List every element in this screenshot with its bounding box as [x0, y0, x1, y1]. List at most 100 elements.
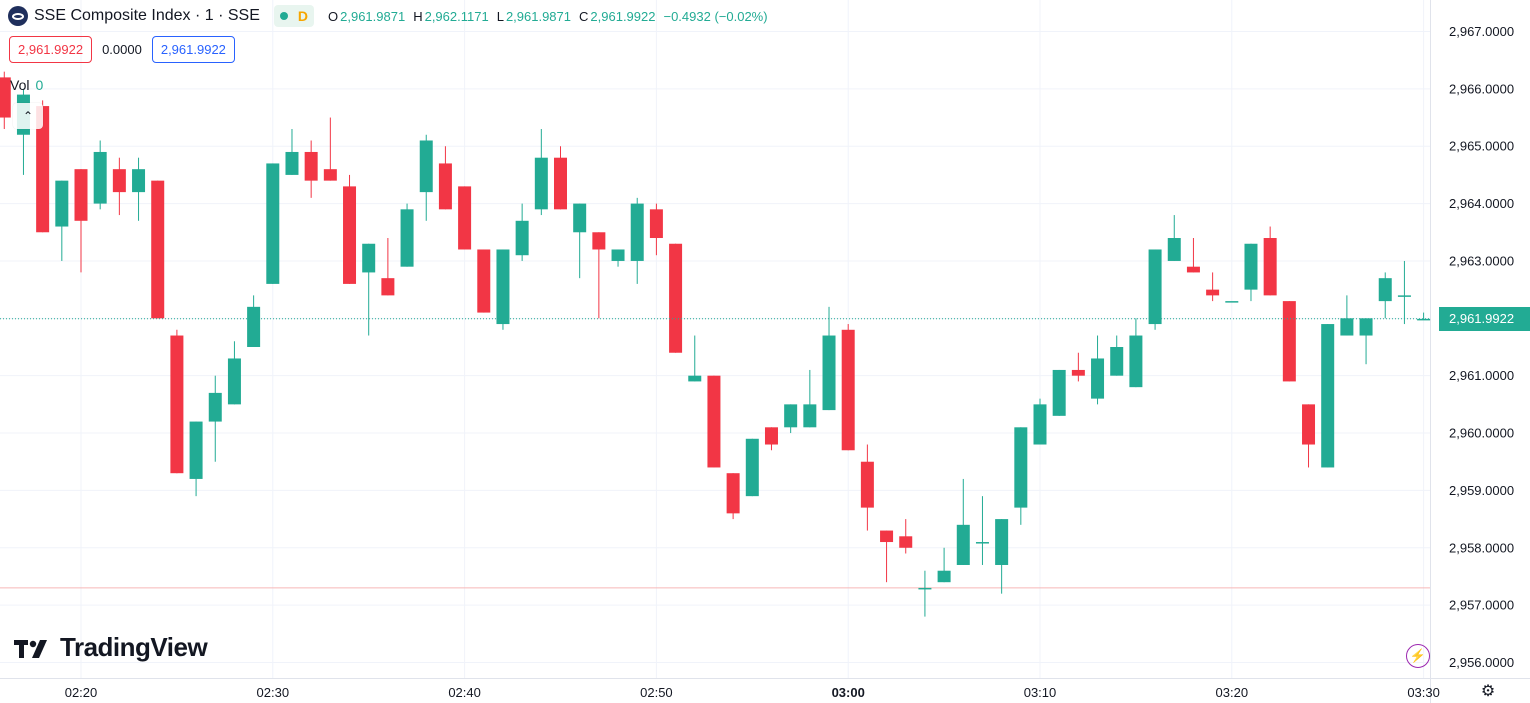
low-label: L [496, 8, 504, 24]
price-axis-label: 2,956.0000 [1449, 655, 1514, 670]
price-axis-label: 2,960.0000 [1449, 426, 1514, 441]
collapse-legend-button[interactable]: ⌃ [13, 103, 43, 129]
candle-body [937, 570, 951, 583]
candle-body [208, 392, 222, 422]
candle-body [1378, 278, 1392, 302]
settings-gear-icon[interactable]: ⚙ [1480, 683, 1496, 700]
candle-body [745, 438, 759, 497]
sell-price-box[interactable]: 2,961.9922 [9, 36, 93, 63]
candle-body [1167, 238, 1181, 261]
close-value: 2,961.9922 [590, 8, 656, 24]
candle-body [323, 169, 337, 181]
candle-body [55, 180, 69, 227]
price-axis-label: 2,957.0000 [1449, 598, 1514, 613]
candle-body [707, 375, 721, 468]
candle-body [227, 358, 241, 405]
low-value: 2,961.9871 [505, 8, 572, 24]
candle-body [1129, 335, 1143, 388]
high-value: 2,962.1171 [424, 8, 489, 24]
candle-body [458, 186, 472, 250]
candle-body [1225, 301, 1239, 303]
candle-body [573, 203, 587, 233]
candle-body [1263, 238, 1277, 296]
time-axis-label: 03:20 [1216, 685, 1249, 700]
candle-body [496, 249, 510, 325]
candle-body [899, 536, 913, 548]
candle-body [400, 209, 414, 267]
market-status-badge[interactable]: D [273, 5, 314, 27]
ohlc-values: O 2,961.9871 H 2,962.1171 L 2,961.9871 C 2,9… [328, 9, 770, 24]
candle-body [1397, 295, 1411, 297]
price-axis-label: 2,961.0000 [1449, 368, 1514, 383]
candle-body [189, 421, 203, 479]
candle-body [1359, 318, 1373, 336]
candle-body [1186, 266, 1200, 273]
lightning-icon[interactable]: ⚡ [1406, 644, 1430, 668]
time-axis-label: 02:40 [448, 685, 481, 700]
candle-body [669, 243, 683, 353]
time-axis-label: 02:50 [640, 685, 673, 700]
candle-body [534, 157, 548, 210]
candle-body [1091, 358, 1105, 399]
close-label: C [579, 8, 589, 24]
tradingview-mark-icon [14, 639, 47, 658]
price-axis-label: 2,964.0000 [1449, 196, 1514, 211]
candle-body [74, 169, 88, 221]
candle-body [151, 180, 165, 319]
candle-body [1206, 289, 1220, 296]
tradingview-wordmark: TradingView [60, 632, 208, 662]
candle-body [112, 169, 126, 193]
candle-body [438, 163, 452, 210]
candle-body [995, 519, 1009, 565]
price-axis-label: 2,963.0000 [1449, 253, 1514, 268]
last-price-tag: 2,961.9922 [1439, 306, 1530, 331]
price-axis-label: 2,966.0000 [1449, 81, 1514, 96]
candle-body [515, 220, 529, 256]
candle-body [362, 243, 376, 273]
candle-body [649, 209, 663, 239]
candle-body [764, 427, 778, 445]
buy-price-box[interactable]: 2,961.9922 [151, 36, 235, 63]
chevron-up-icon: ⌃ [22, 109, 34, 123]
time-axis-label: 02:30 [257, 685, 290, 700]
candle-body [304, 151, 318, 181]
open-value: 2,961.9871 [340, 8, 406, 24]
candle-body [822, 335, 836, 411]
candle-body [0, 77, 11, 118]
candle-body [170, 335, 184, 474]
volume-label: Vol [10, 77, 30, 93]
chart-legend-header: SSE Composite Index · 1 · SSE D O 2,961.9… [8, 4, 770, 28]
candle-body [554, 157, 567, 210]
volume-legend: Vol 0 [10, 77, 43, 93]
interval-badge: D [297, 8, 308, 24]
candle-body [630, 203, 644, 261]
candle-body [611, 249, 625, 261]
candle-body [1110, 347, 1124, 376]
candle-body [860, 461, 874, 508]
candle-body [592, 232, 606, 250]
candle-body [247, 306, 261, 347]
volume-value: 0 [35, 77, 44, 93]
candle-body [1244, 243, 1258, 290]
candle-body [975, 542, 989, 544]
candle-body [803, 404, 817, 428]
candle-body [36, 106, 50, 233]
candle-body [1014, 427, 1028, 508]
candle-body [381, 278, 395, 296]
candle-body [918, 587, 932, 590]
candle-body [1033, 404, 1047, 445]
time-axis-label: 03:30 [1407, 685, 1440, 700]
candle-body [1148, 249, 1162, 325]
price-axis-label: 2,958.0000 [1449, 540, 1514, 555]
candle-body [477, 249, 491, 313]
symbol-title[interactable]: SSE Composite Index · 1 · SSE [34, 7, 260, 24]
candle-body [956, 524, 970, 565]
candle-body [841, 329, 855, 451]
spread-value: 0.0000 [102, 42, 142, 57]
market-open-dot-icon [279, 12, 288, 20]
candle-body [132, 169, 146, 193]
change-value: −0.4932 (−0.02%) [663, 8, 768, 24]
price-boxes: 2,961.9922 0.0000 2,961.9922 [9, 36, 235, 63]
candle-body [1417, 318, 1431, 321]
